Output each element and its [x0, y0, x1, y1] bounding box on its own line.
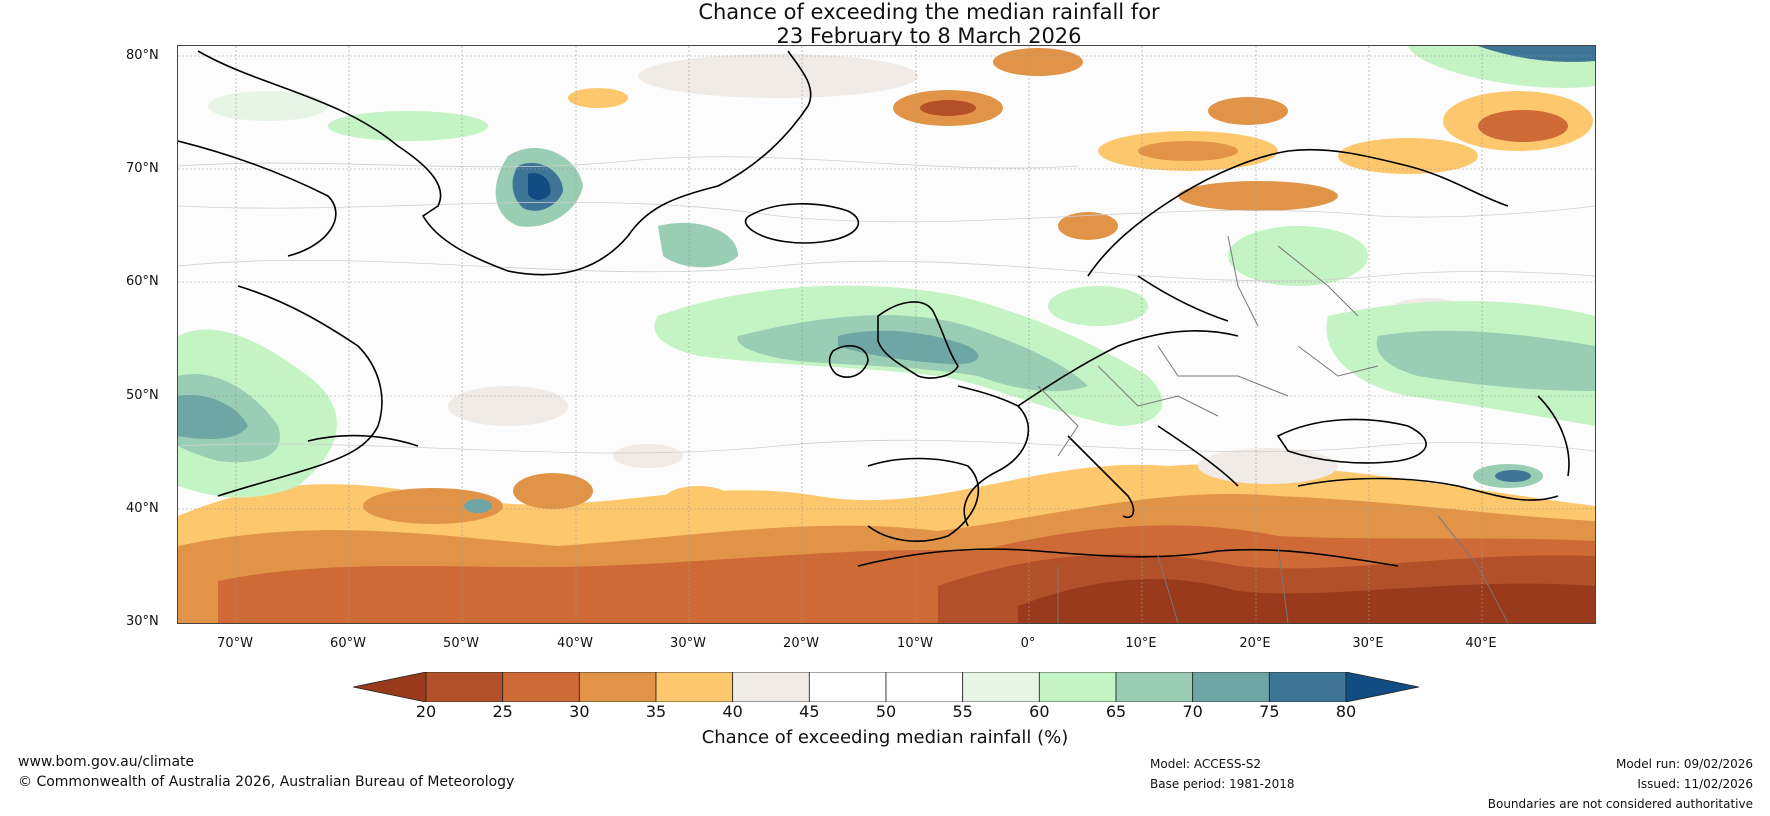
lon-label-30w: 30°W	[670, 636, 706, 651]
colorbar-tick-label: 75	[1259, 702, 1280, 721]
website-link[interactable]: www.bom.gov.au/climate	[18, 754, 195, 770]
map-title: Chance of exceeding the median rainfall …	[0, 0, 1770, 48]
base-period: Base period: 1981-2018	[1150, 777, 1295, 791]
country-borders	[1037, 235, 1509, 623]
colorbar-segment	[962, 672, 1040, 702]
model-name: Model: ACCESS-S2	[1150, 757, 1262, 771]
colorbar-tick-label: 70	[1182, 702, 1203, 721]
lon-label-40e: 40°E	[1465, 636, 1497, 651]
lon-label-10w: 10°W	[897, 636, 933, 651]
copyright-text: © Commonwealth of Australia 2026, Austra…	[18, 774, 515, 790]
lon-label-20e: 20°E	[1239, 636, 1271, 651]
lat-label-50n: 50°N	[126, 388, 159, 403]
issued-date: Issued: 11/02/2026	[1637, 777, 1753, 791]
lat-label-70n: 70°N	[126, 161, 159, 176]
dry-anomaly-regions	[178, 48, 1595, 623]
colorbar-tick-label: 35	[645, 702, 667, 721]
colorbar-tick-label: 20	[415, 702, 437, 721]
colorbar-label: Chance of exceeding median rainfall (%)	[701, 727, 1069, 748]
colorbar-segment	[1038, 672, 1117, 702]
colorbar-tick-label: 25	[492, 702, 513, 721]
colorbar-tick-label: 50	[875, 702, 897, 721]
colorbar	[353, 672, 1419, 702]
colorbar-segment	[578, 672, 657, 702]
colorbar-tick-label: 65	[1105, 702, 1127, 721]
colorbar-segment	[1192, 672, 1270, 702]
coastlines	[178, 50, 1570, 567]
colorbar-segment	[655, 672, 734, 702]
rainfall-outlook-map	[177, 45, 1596, 624]
colorbar-segment	[502, 672, 580, 702]
lat-label-40n: 40°N	[126, 501, 159, 516]
colorbar-tick-label: 45	[799, 702, 820, 721]
colorbar-segment	[1268, 672, 1347, 702]
lat-label-80n: 80°N	[126, 48, 159, 63]
lon-label-70w: 70°W	[217, 636, 253, 651]
colorbar-segment	[808, 672, 887, 702]
colorbar-segment	[425, 672, 504, 702]
lon-label-40w: 40°W	[557, 636, 593, 651]
colorbar-segment	[885, 672, 964, 702]
title-line-2: 23 February to 8 March 2026	[776, 24, 1082, 48]
colorbar-segment	[732, 672, 810, 702]
boundaries-disclaimer: Boundaries are not considered authoritat…	[1487, 797, 1753, 811]
colorbar-tick-label: 30	[569, 702, 590, 721]
colorbar-tick-label: 55	[952, 702, 973, 721]
wet-anomaly-regions	[178, 46, 1595, 513]
colorbar-arrow-high	[1345, 672, 1419, 702]
lon-label-20w: 20°W	[783, 636, 819, 651]
lon-label-30e: 30°E	[1352, 636, 1384, 651]
lat-label-30n: 30°N	[126, 614, 159, 629]
lon-label-50w: 50°W	[443, 636, 479, 651]
lon-label-10e: 10°E	[1125, 636, 1157, 651]
model-run-date: Model run: 09/02/2026	[1615, 757, 1753, 771]
colorbar-tick-label: 80	[1335, 702, 1357, 721]
map-canvas	[178, 46, 1595, 623]
colorbar-segment	[1115, 672, 1194, 702]
lon-label-60w: 60°W	[330, 636, 366, 651]
graticule	[178, 46, 1595, 623]
lon-label-0: 0°	[1020, 636, 1036, 651]
colorbar-arrow-low	[353, 672, 427, 702]
colorbar-tick-label: 60	[1029, 702, 1050, 721]
title-line-1: Chance of exceeding the median rainfall …	[698, 0, 1160, 24]
colorbar-tick-label: 40	[722, 702, 743, 721]
lat-label-60n: 60°N	[126, 274, 159, 289]
